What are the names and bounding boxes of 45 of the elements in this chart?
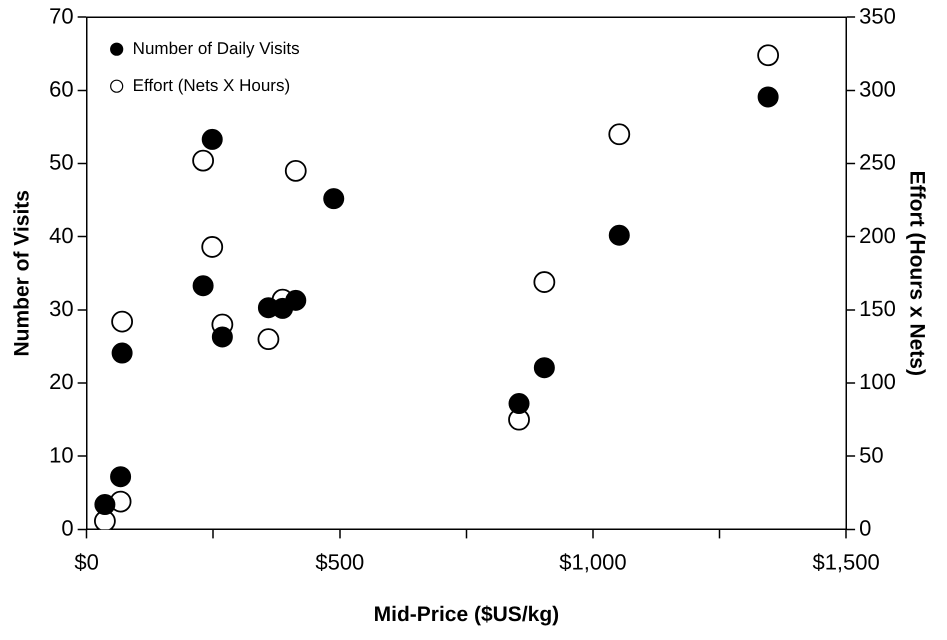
legend-label: Number of Daily Visits [132,38,300,58]
x-tick-label: $500 [315,550,364,575]
y-tick-label: 40 [49,222,74,248]
point [608,224,630,246]
point [111,310,134,332]
y-tick-label: 30 [49,296,74,321]
y2-tick-label: 150 [859,296,896,321]
y-tick-label: 10 [49,442,74,468]
point [508,393,530,414]
legend-label: Effort (Nets X Hours) [132,76,290,95]
point [285,290,306,311]
y2-tick-label: 100 [859,369,896,394]
point [284,160,307,182]
point [757,44,780,66]
point [608,123,630,146]
point [201,236,224,258]
point [534,357,555,378]
point [110,466,132,488]
point [758,86,779,108]
y-tick-label: 60 [49,76,74,102]
y2-tick-label: 50 [859,442,884,468]
point [323,188,344,210]
x-tick-label: $1,500 [812,550,880,575]
y2-tick-label: 350 [859,3,896,28]
y-axis-title: Number of Visits [10,190,34,357]
y2-tick-label: 300 [859,76,896,102]
x-axis-title: Mid-Price ($US/kg) [374,603,560,626]
point [533,271,556,293]
y2-axis-title: Effort (Hours x Nets) [906,170,929,376]
y-tick-label: 50 [49,150,74,175]
y2-tick-label: 0 [859,515,872,540]
point [112,342,133,364]
point [258,328,280,350]
y2-tick-label: 250 [859,150,896,175]
y2-tick-label: 200 [859,222,896,248]
point [202,128,223,150]
point [192,275,214,296]
point [192,150,214,172]
point [94,494,116,516]
x-tick-label: $1,000 [559,550,627,575]
y-tick-label: 0 [61,515,74,540]
point [212,326,233,348]
x-tick-label: $0 [74,550,99,575]
y-tick-label: 70 [49,3,74,28]
y-tick-label: 20 [49,369,74,394]
